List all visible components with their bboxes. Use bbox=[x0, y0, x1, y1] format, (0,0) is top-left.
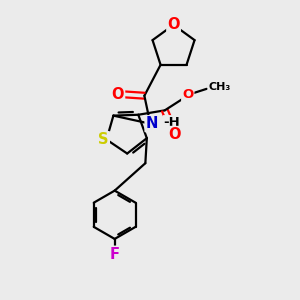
Text: F: F bbox=[110, 247, 120, 262]
Text: S: S bbox=[98, 132, 109, 147]
Text: O: O bbox=[168, 127, 181, 142]
Text: N: N bbox=[146, 116, 158, 131]
Text: O: O bbox=[112, 87, 124, 102]
Text: O: O bbox=[182, 88, 194, 101]
Text: CH₃: CH₃ bbox=[208, 82, 230, 92]
Text: O: O bbox=[167, 17, 180, 32]
Text: -H: -H bbox=[164, 116, 180, 129]
